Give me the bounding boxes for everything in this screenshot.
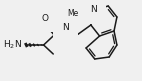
Text: Me: Me <box>67 9 78 18</box>
Text: $\mathregular{H_2N}$: $\mathregular{H_2N}$ <box>3 39 22 51</box>
Text: N: N <box>62 23 69 32</box>
Text: N: N <box>90 6 97 14</box>
Text: O: O <box>41 14 48 23</box>
